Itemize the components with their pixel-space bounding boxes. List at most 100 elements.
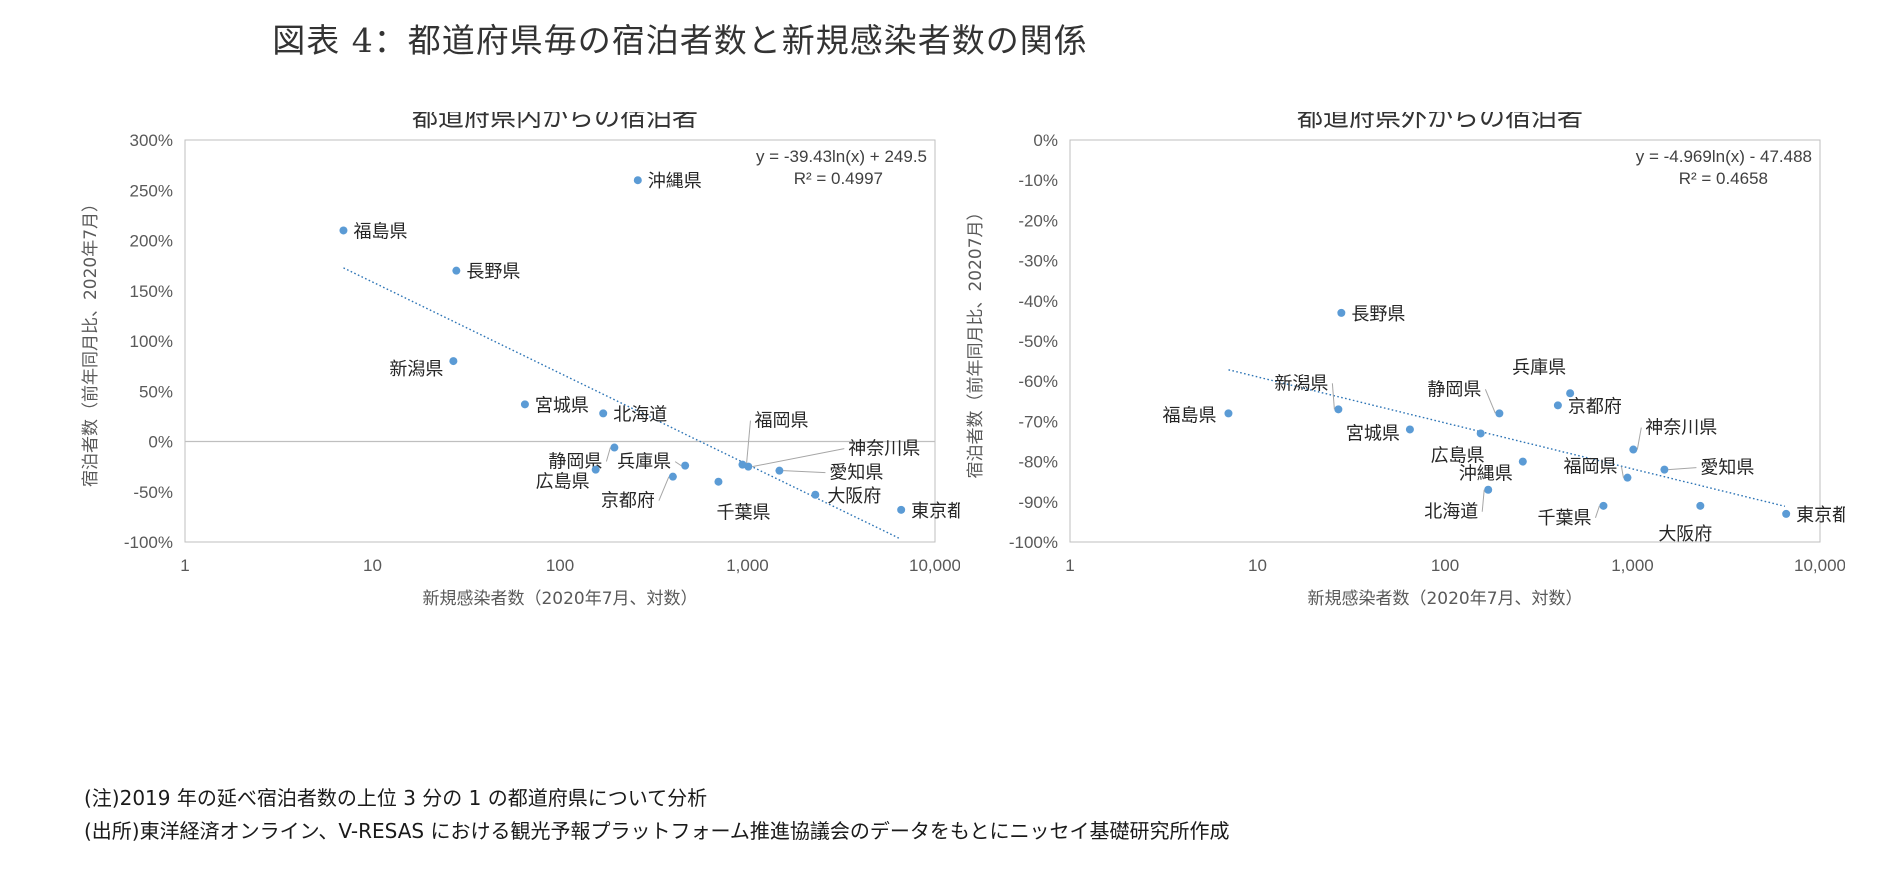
- leader-line: [658, 476, 670, 501]
- data-point: [452, 266, 461, 275]
- scatter-chart-outside-prefecture: 都道府県外からの宿泊者 0% -10% -20% -30% -40% -50% -60% -70…: [966, 112, 1845, 609]
- data-label: 宮城県: [535, 395, 589, 416]
- chart-title: 都道府県内からの宿泊者: [412, 112, 698, 133]
- y-axis-label: 宿泊者数（前年同月比、20207月）: [966, 203, 986, 478]
- y-tick-label: 200%: [130, 232, 173, 251]
- data-label: 宮城県: [1346, 423, 1400, 444]
- data-label: 京都府: [1568, 396, 1622, 417]
- data-point: [520, 400, 529, 409]
- data-label: 兵庫県: [1512, 357, 1566, 378]
- data-label: 千葉県: [1537, 508, 1591, 529]
- data-point: [1696, 501, 1705, 510]
- data-label: 東京都: [911, 501, 960, 522]
- x-tick-label: 1,000: [726, 556, 769, 575]
- source-line: (出所)東洋経済オンライン、V-RESAS における観光予報プラットフォーム推進…: [84, 819, 1230, 843]
- y-tick-label: -40%: [1018, 292, 1058, 311]
- y-tick-label: -50%: [1018, 332, 1058, 351]
- data-point: [1334, 405, 1343, 414]
- data-label: 長野県: [1351, 304, 1405, 325]
- y-axis-label: 宿泊者数（前年同月比、2020年7月）: [81, 195, 101, 487]
- y-tick-label: 100%: [130, 332, 173, 351]
- data-label: 北海道: [613, 404, 667, 425]
- trendline-r2: R² = 0.4658: [1679, 169, 1768, 188]
- data-label: 長野県: [466, 262, 520, 283]
- trendline-equation: y = -4.969ln(x) - 47.488: [1636, 147, 1812, 166]
- y-tick-label: 250%: [130, 181, 173, 200]
- data-point: [610, 443, 619, 452]
- data-label: 福岡県: [754, 411, 808, 432]
- y-tick-label: 150%: [130, 282, 173, 301]
- leader-line: [605, 447, 611, 462]
- y-tick-label: -30%: [1018, 252, 1058, 271]
- data-label: 新潟県: [1274, 373, 1328, 394]
- x-axis-label: 新規感染者数（2020年7月、対数）: [422, 589, 697, 609]
- data-point: [1599, 501, 1608, 510]
- x-tick-label: 10: [363, 556, 382, 575]
- data-label: 神奈川県: [1645, 418, 1717, 439]
- leader-line: [1484, 389, 1496, 414]
- data-label: 大阪府: [827, 486, 881, 507]
- data-point: [1495, 409, 1504, 418]
- data-label: 兵庫県: [617, 452, 671, 473]
- data-point: [811, 490, 820, 499]
- data-label: 福島県: [1162, 405, 1216, 426]
- data-label: 京都府: [601, 491, 655, 512]
- data-point: [1553, 401, 1562, 410]
- data-label: 広島県: [536, 472, 590, 493]
- leader-line: [1481, 489, 1485, 512]
- plot-area: [1069, 139, 1821, 543]
- x-axis-label: 新規感染者数（2020年7月、対数）: [1307, 589, 1582, 609]
- data-point: [1623, 473, 1632, 482]
- data-label: 福岡県: [1563, 457, 1617, 478]
- y-tick-label: 50%: [139, 382, 173, 401]
- x-tick-label: 100: [546, 556, 574, 575]
- data-label: 北海道: [1424, 502, 1478, 523]
- plot-area: [184, 139, 936, 543]
- data-point: [897, 505, 906, 514]
- data-point: [714, 477, 723, 486]
- x-tick-label: 10: [1248, 556, 1267, 575]
- data-label: 静岡県: [1427, 379, 1481, 400]
- data-point: [1629, 445, 1638, 454]
- data-label: 静岡県: [548, 452, 602, 473]
- y-tick-label: 0%: [148, 433, 173, 452]
- trendline-r2: R² = 0.4997: [794, 169, 883, 188]
- leader-line: [674, 461, 682, 467]
- x-tick-label: 10,000: [1794, 556, 1845, 575]
- y-tick-label: -100%: [124, 533, 173, 552]
- x-tick-label: 1,000: [1611, 556, 1654, 575]
- leader-line: [752, 448, 845, 468]
- data-label: 愛知県: [829, 463, 883, 484]
- leader-line: [1668, 467, 1697, 471]
- scatter-chart-within-prefecture: 都道府県内からの宿泊者 300% 250% 200% 150% 100% 50% 0% -50%…: [81, 112, 960, 609]
- data-point: [633, 176, 642, 185]
- data-label: 新潟県: [389, 359, 443, 380]
- y-tick-label: 0%: [1033, 131, 1058, 150]
- figure-title-text: 図表 4：都道府県毎の宿泊者数と新規感染者数の関係: [272, 21, 1088, 60]
- note-line: (注)2019 年の延べ宿泊者数の上位 3 分の 1 の都道府県について分析: [84, 786, 708, 810]
- leader-line: [1331, 383, 1335, 410]
- y-tick-label: -70%: [1018, 412, 1058, 431]
- data-label: 愛知県: [1700, 458, 1754, 479]
- data-point: [744, 462, 753, 471]
- data-point: [775, 466, 784, 475]
- y-tick-label: -90%: [1018, 493, 1058, 512]
- data-label: 広島県: [1431, 445, 1485, 466]
- data-label: 大阪府: [1658, 524, 1712, 545]
- data-point: [1484, 485, 1493, 494]
- data-point: [1566, 389, 1575, 398]
- y-tick-label: -80%: [1018, 453, 1058, 472]
- figure-title: 図表 4：都道府県毎の宿泊者数と新規感染者数の関係: [0, 14, 1900, 62]
- leader-line: [1636, 427, 1642, 450]
- data-point: [1518, 457, 1527, 466]
- y-tick-label: -60%: [1018, 372, 1058, 391]
- x-tick-label: 1: [1065, 556, 1074, 575]
- data-point: [1224, 409, 1233, 418]
- data-point: [599, 409, 608, 418]
- data-point: [339, 226, 348, 235]
- leader-line: [745, 420, 751, 465]
- x-tick-label: 10,000: [909, 556, 960, 575]
- figure-notes: (注)2019 年の延べ宿泊者数の上位 3 分の 1 の都道府県について分析 (…: [84, 782, 1229, 848]
- data-point: [1782, 509, 1791, 518]
- data-point: [668, 472, 677, 481]
